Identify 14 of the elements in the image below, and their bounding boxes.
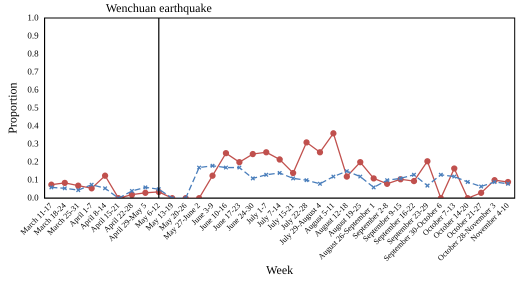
y-tick-label: 0.0	[27, 192, 40, 203]
y-tick-label: 0.3	[27, 138, 40, 148]
x-axis-title: Week	[266, 262, 294, 277]
y-tick-label: 0.7	[27, 66, 40, 76]
y-tick-label: 0.8	[27, 48, 40, 58]
y-tick-label: 0.1	[27, 174, 39, 185]
ref-line-label: Wenchuan earthquake	[106, 1, 212, 16]
y-tick-label: 1.0	[27, 12, 40, 22]
y-tick-label: 0.6	[27, 84, 40, 94]
y-tick-label: 0.9	[27, 30, 40, 40]
y-axis-title: Proportion	[5, 82, 20, 134]
y-tick-label: 0.5	[27, 102, 40, 112]
y-tick-label: 0.4	[27, 120, 40, 130]
y-tick-label: 0.2	[27, 156, 39, 167]
